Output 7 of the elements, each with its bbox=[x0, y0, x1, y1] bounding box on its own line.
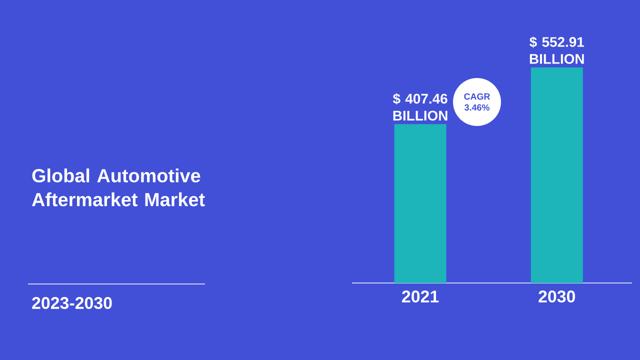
text: Global Automotive Aftermarket Market bbox=[32, 168, 205, 206]
x-tick-label: 2030 bbox=[538, 290, 576, 303]
x-tick-label: 2021 bbox=[402, 290, 439, 303]
annotation: CAGR 3.46% bbox=[464, 93, 490, 111]
text: 2023-2030 bbox=[32, 296, 112, 310]
data-label: $ 552.91 BILLION bbox=[530, 36, 584, 64]
data-label: $ 407.46 BILLION bbox=[392, 93, 448, 121]
